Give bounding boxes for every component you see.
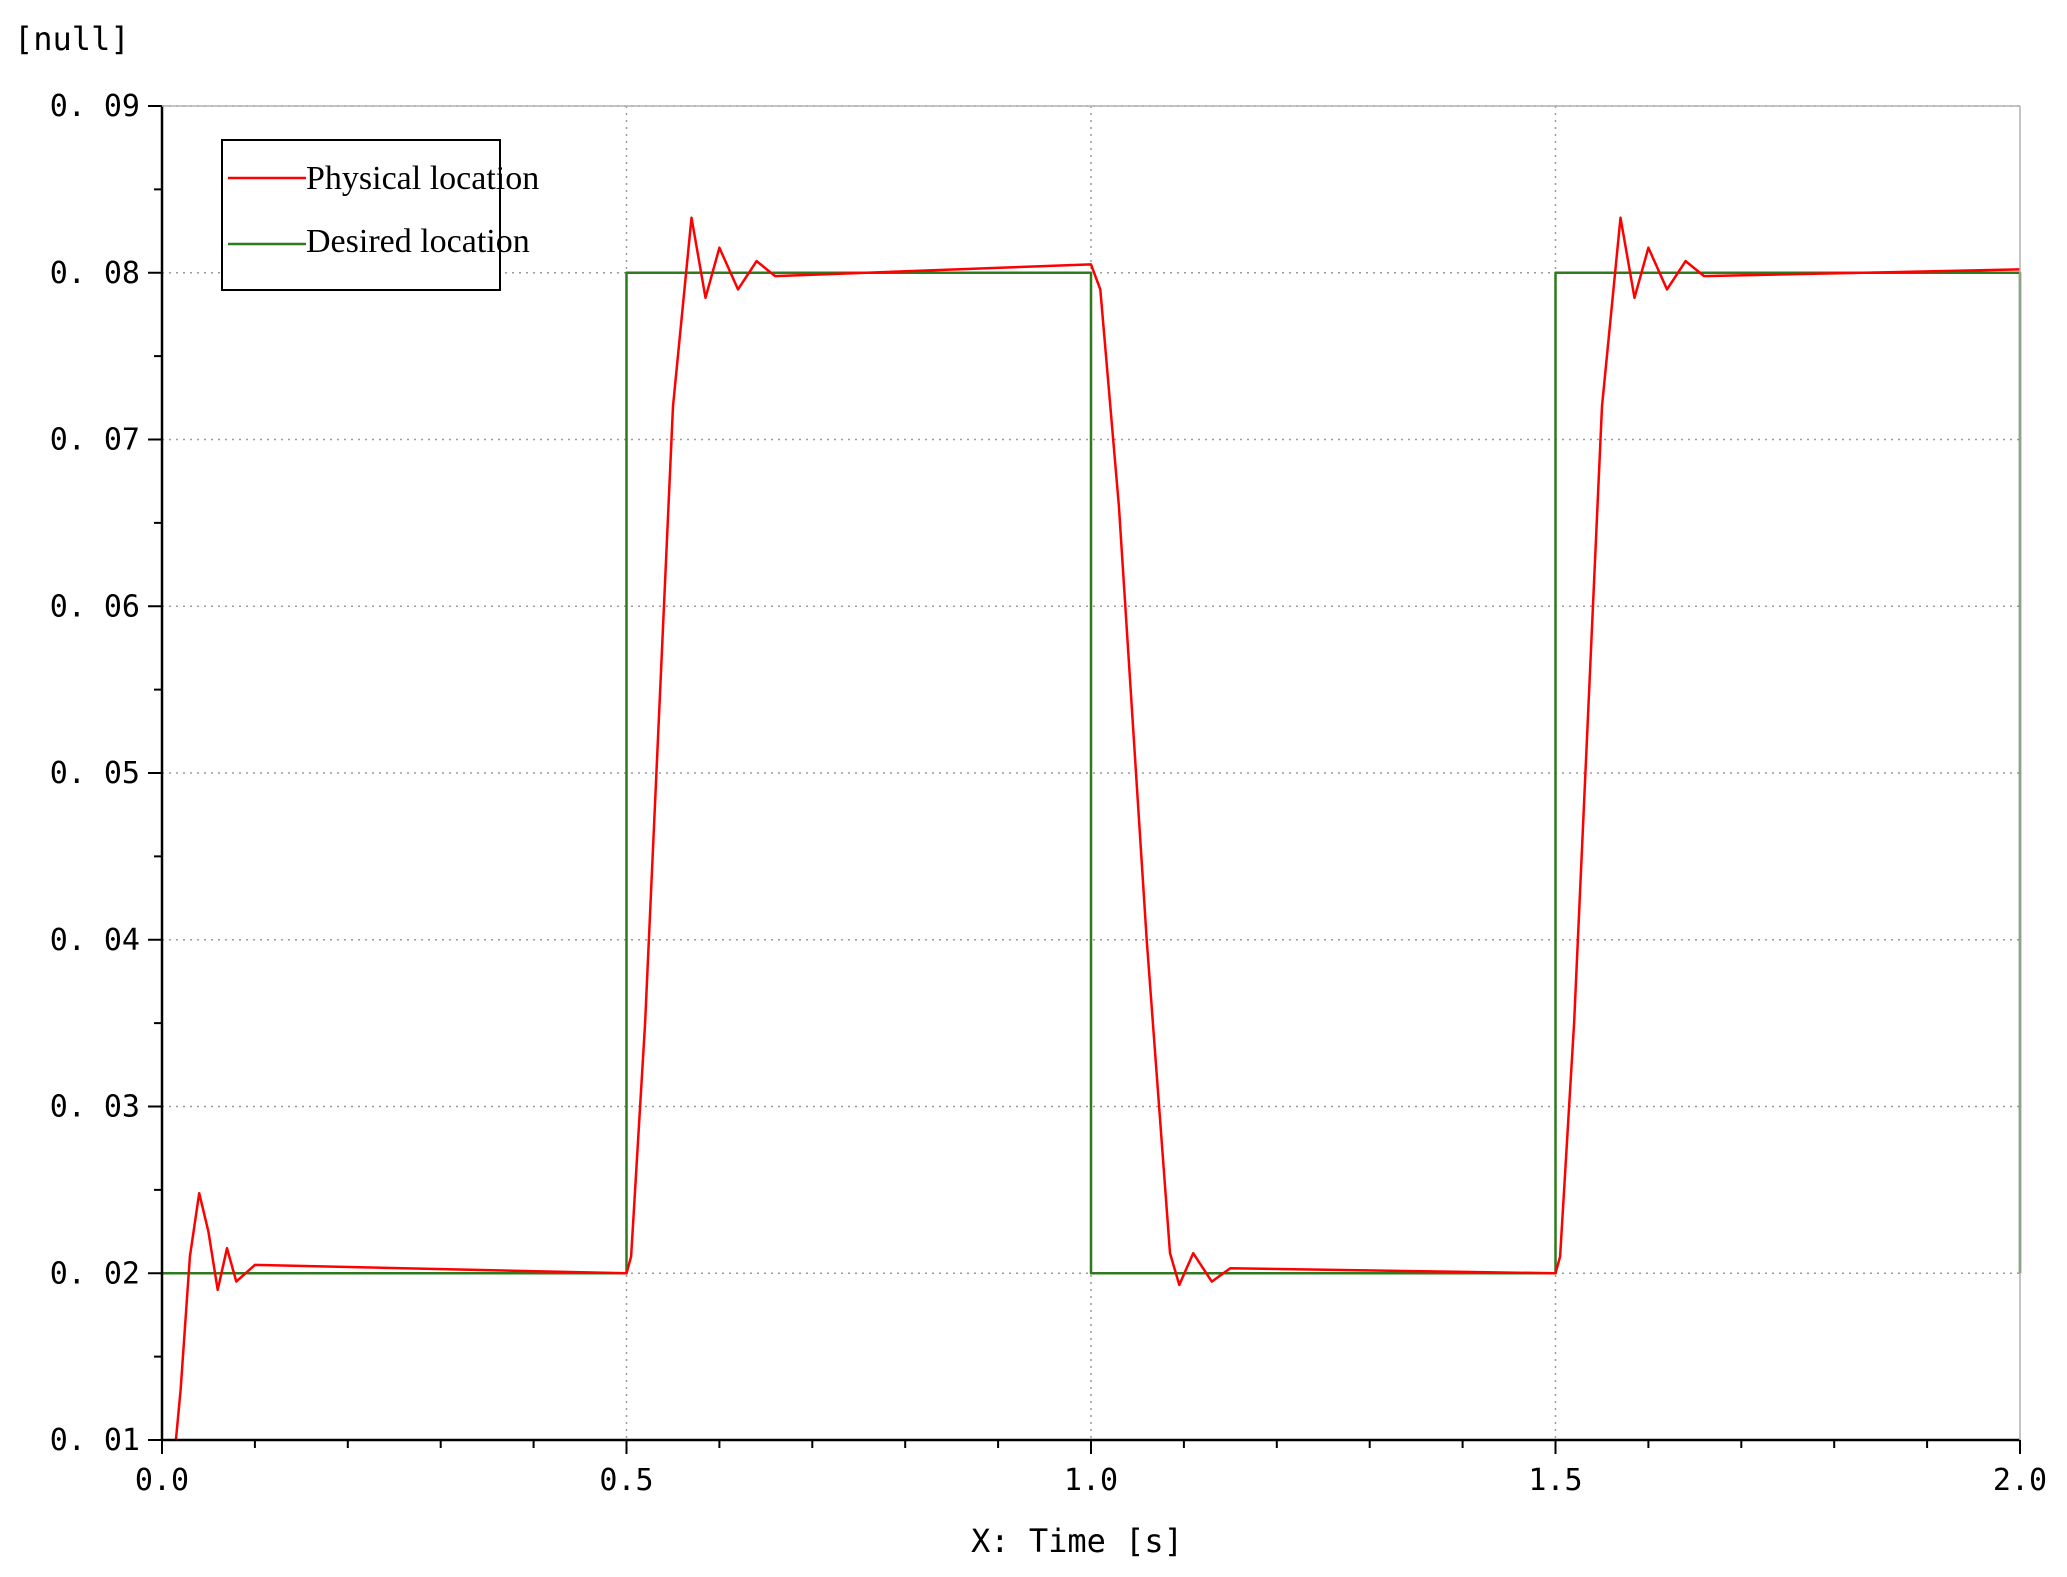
y-tick-label: 0. 07	[50, 423, 140, 458]
series-line-desired-location	[162, 271, 2022, 1275]
y-tick-label: 0. 04	[50, 923, 140, 958]
legend-label-desired-location: Desired location	[306, 223, 530, 260]
y-tick-label: 0. 08	[50, 256, 140, 291]
y-tick-label: 0. 01	[50, 1423, 140, 1458]
series-layer	[162, 216, 2022, 1441]
x-tick-label: 0.0	[135, 1463, 189, 1498]
y-tick-label: 0. 09	[50, 89, 140, 124]
x-axis-label: X: Time [s]	[971, 1522, 1183, 1560]
y-tick-label: 0. 06	[50, 589, 140, 624]
y-tick-label: 0. 02	[50, 1256, 140, 1291]
x-tick-label: 1.5	[1528, 1463, 1582, 1498]
series-line-physical-location	[174, 216, 2021, 1441]
y-unit-label: [null]	[14, 20, 130, 58]
x-tick-label: 2.0	[1993, 1463, 2047, 1498]
x-tick-label: 0.5	[599, 1463, 653, 1498]
legend-label-physical-location: Physical location	[306, 160, 539, 197]
y-tick-labels: 0. 01 0. 02 0. 03 0. 04 0. 05 0. 06 0. 07 0. 08…	[50, 89, 140, 1458]
x-tick-label: 1.0	[1064, 1463, 1118, 1498]
axes	[148, 105, 2021, 1454]
legend-box	[221, 139, 501, 291]
x-tick-labels: 0.0 0.5 1.0 1.5 2.0	[135, 1463, 2047, 1498]
y-tick-label: 0. 05	[50, 756, 140, 791]
legend: Physical location Desired location	[221, 139, 539, 291]
y-tick-label: 0. 03	[50, 1090, 140, 1125]
